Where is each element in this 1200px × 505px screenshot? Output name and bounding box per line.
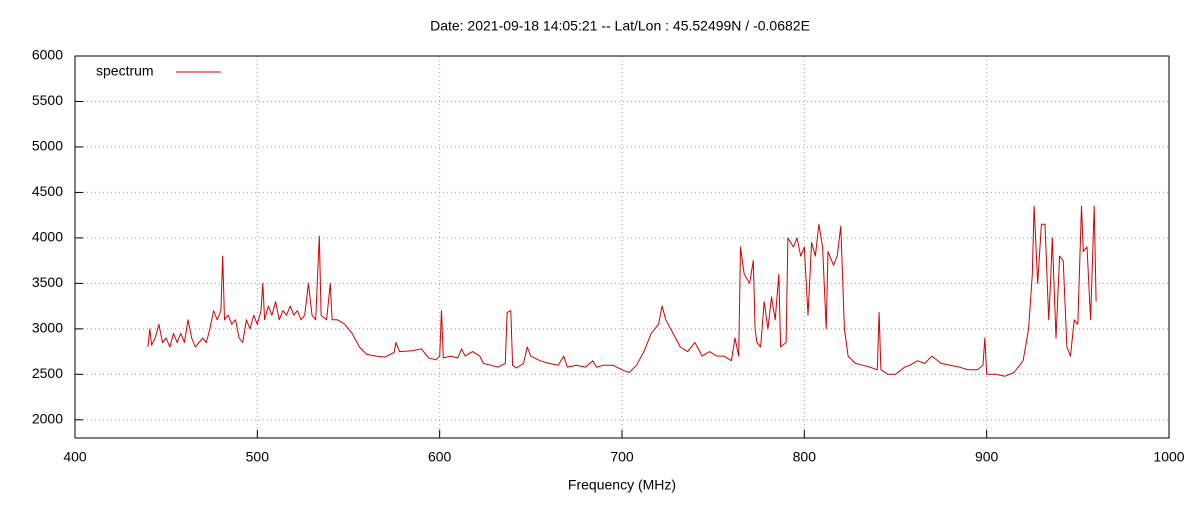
x-tick-label: 700 bbox=[610, 449, 634, 465]
y-tick-label: 6000 bbox=[32, 47, 63, 63]
y-tick-label: 3000 bbox=[32, 320, 63, 336]
y-tick-label: 4000 bbox=[32, 229, 63, 245]
y-tick-label: 3500 bbox=[32, 274, 63, 290]
plot-border bbox=[74, 55, 1170, 439]
x-tick-label: 600 bbox=[428, 449, 452, 465]
y-tick-label: 2500 bbox=[32, 365, 63, 381]
x-tick-label: 400 bbox=[63, 449, 87, 465]
x-tick-label: 800 bbox=[793, 449, 817, 465]
y-tick-label: 2000 bbox=[32, 411, 63, 427]
x-tick-label: 900 bbox=[975, 449, 999, 465]
x-axis-label: Frequency (MHz) bbox=[568, 477, 676, 493]
spectrum-line bbox=[147, 205, 1097, 377]
y-tick-label: 4500 bbox=[32, 183, 63, 199]
y-tick-label: 5000 bbox=[32, 138, 63, 154]
chart-title: Date: 2021-09-18 14:05:21 -- Lat/Lon : 4… bbox=[430, 18, 810, 34]
x-tick-label: 1000 bbox=[1153, 449, 1184, 465]
y-tick-label: 5500 bbox=[32, 92, 63, 108]
x-tick-label: 500 bbox=[246, 449, 270, 465]
legend-label: spectrum bbox=[96, 63, 154, 79]
